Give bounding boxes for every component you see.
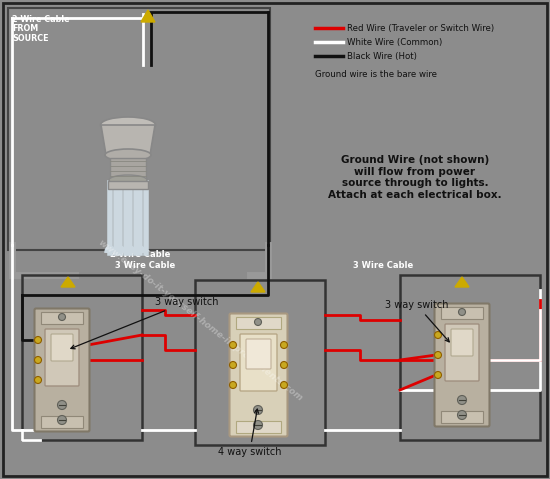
Circle shape <box>434 372 442 378</box>
Text: www.easy-do-it-yourself-home-improvements.com: www.easy-do-it-yourself-home-improvement… <box>96 238 304 402</box>
Bar <box>441 411 483 423</box>
Circle shape <box>434 331 442 339</box>
Circle shape <box>58 415 67 424</box>
Ellipse shape <box>109 175 147 185</box>
FancyBboxPatch shape <box>445 324 479 381</box>
Bar <box>8 8 270 250</box>
Polygon shape <box>101 125 155 155</box>
Circle shape <box>280 362 288 368</box>
Circle shape <box>58 400 67 410</box>
Circle shape <box>35 376 41 384</box>
FancyBboxPatch shape <box>229 313 288 436</box>
Text: Ground Wire (not shown)
will flow from power
source through to lights.
Attach at: Ground Wire (not shown) will flow from p… <box>328 155 502 200</box>
Circle shape <box>229 362 236 368</box>
Circle shape <box>35 337 41 343</box>
FancyBboxPatch shape <box>434 304 490 426</box>
Bar <box>400 275 540 440</box>
FancyBboxPatch shape <box>246 339 271 369</box>
Text: 2 Wire Cable: 2 Wire Cable <box>12 15 70 24</box>
Bar <box>110 158 146 180</box>
FancyBboxPatch shape <box>240 334 277 391</box>
Circle shape <box>58 313 65 320</box>
Circle shape <box>280 342 288 349</box>
Bar <box>236 317 281 329</box>
Text: FROM
SOURCE: FROM SOURCE <box>12 24 48 44</box>
Bar <box>41 416 83 428</box>
FancyBboxPatch shape <box>51 334 73 361</box>
Polygon shape <box>455 277 469 287</box>
Bar <box>22 275 142 440</box>
Circle shape <box>254 421 262 430</box>
Text: 2 Wire Cable: 2 Wire Cable <box>110 250 170 259</box>
Text: Ground wire is the bare wire: Ground wire is the bare wire <box>315 70 437 79</box>
Text: White Wire (Common): White Wire (Common) <box>347 37 442 46</box>
Text: 3 Wire Cable: 3 Wire Cable <box>115 261 175 270</box>
Circle shape <box>229 381 236 388</box>
Text: Black Wire (Hot): Black Wire (Hot) <box>347 52 417 60</box>
FancyBboxPatch shape <box>45 329 79 386</box>
Bar <box>195 280 325 445</box>
Text: 4 way switch: 4 way switch <box>218 409 282 457</box>
Circle shape <box>280 381 288 388</box>
FancyBboxPatch shape <box>35 308 90 432</box>
Bar <box>441 307 483 319</box>
Polygon shape <box>61 277 75 287</box>
Text: 3 way switch: 3 way switch <box>385 300 449 342</box>
Ellipse shape <box>101 117 156 133</box>
Bar <box>41 312 83 324</box>
Circle shape <box>458 396 466 404</box>
Circle shape <box>458 411 466 420</box>
Circle shape <box>434 352 442 358</box>
Text: Red Wire (Traveler or Switch Wire): Red Wire (Traveler or Switch Wire) <box>347 23 494 33</box>
Polygon shape <box>141 10 155 22</box>
Text: 3 way switch: 3 way switch <box>71 297 218 349</box>
Circle shape <box>35 356 41 364</box>
Circle shape <box>255 319 261 326</box>
Text: 3 Wire Cable: 3 Wire Cable <box>353 261 413 270</box>
Circle shape <box>254 406 262 414</box>
Ellipse shape <box>105 149 151 161</box>
Bar <box>108 181 148 189</box>
FancyBboxPatch shape <box>451 329 473 356</box>
Circle shape <box>229 342 236 349</box>
Bar <box>236 421 281 433</box>
Polygon shape <box>251 282 265 292</box>
Circle shape <box>459 308 465 316</box>
